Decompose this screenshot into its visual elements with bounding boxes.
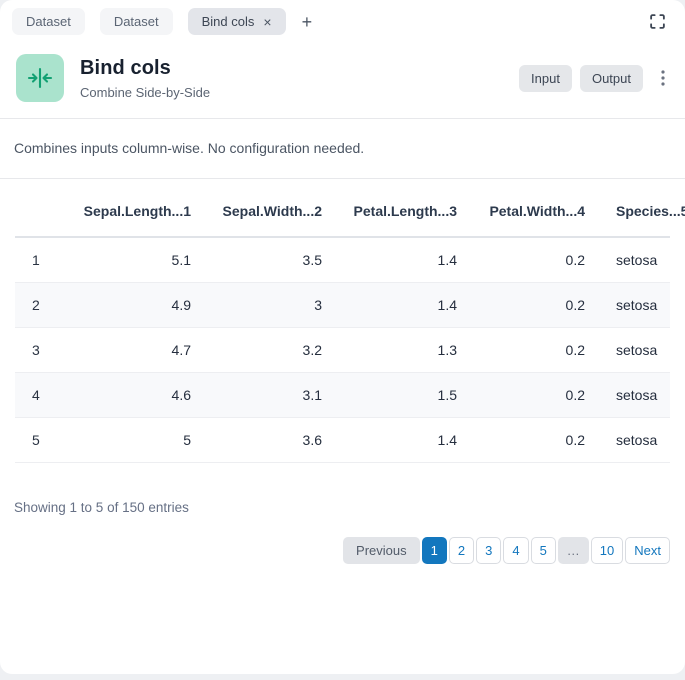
pagination-ellipsis: …: [557, 536, 589, 564]
row-index-cell: 2: [15, 282, 55, 328]
tab-label: Dataset: [113, 14, 159, 29]
close-tab-icon[interactable]: ×: [263, 13, 272, 30]
table-cell: 1.5: [322, 372, 457, 418]
page-subtitle: Combine Side-by-Side: [80, 84, 211, 100]
table-cell: 0.2: [457, 417, 585, 463]
page-button-5[interactable]: 5: [530, 536, 556, 564]
row-index-cell: 3: [15, 327, 55, 373]
table-row: 5 5 3.6 1.4 0.2 setosa: [15, 417, 670, 463]
page-button-4[interactable]: 4: [503, 536, 529, 564]
divider: [0, 178, 685, 179]
table-cell: 1.4: [322, 282, 457, 328]
kebab-menu-icon[interactable]: [657, 68, 669, 88]
table-cell: 3.1: [191, 372, 322, 418]
table-row: 3 4.7 3.2 1.3 0.2 setosa: [15, 327, 670, 373]
table-cell: 4.7: [55, 327, 191, 373]
table-cell: 0.2: [457, 327, 585, 373]
table-cell: 0.2: [457, 282, 585, 328]
page-button-10[interactable]: 10: [590, 536, 624, 564]
page-button-1[interactable]: 1: [421, 536, 447, 564]
column-header-species: Species...5: [585, 179, 685, 238]
table-cell: 0.2: [457, 372, 585, 418]
add-tab-button[interactable]: +: [301, 11, 313, 32]
table-cell: 3.6: [191, 417, 322, 463]
column-header-sepal-length: Sepal.Length...1: [55, 179, 191, 238]
output-button[interactable]: Output: [579, 64, 643, 92]
table-cell: 4.6: [55, 372, 191, 418]
entries-summary: Showing 1 to 5 of 150 entries: [14, 499, 189, 515]
column-header-index: [15, 179, 55, 238]
row-index-cell: 4: [15, 372, 55, 418]
next-page-button[interactable]: Next: [625, 536, 670, 564]
table-cell: 1.4: [322, 417, 457, 463]
divider: [0, 118, 685, 119]
tab-bar: Dataset Dataset Bind cols × +: [0, 0, 685, 41]
column-header-sepal-width: Sepal.Width...2: [191, 179, 322, 238]
table-row: 2 4.9 3 1.4 0.2 setosa: [15, 282, 670, 328]
row-index-cell: 5: [15, 417, 55, 463]
previous-page-button[interactable]: Previous: [343, 536, 420, 564]
node-description: Combines inputs column-wise. No configur…: [14, 140, 365, 156]
table-cell: setosa: [585, 282, 670, 328]
table-cell: setosa: [585, 372, 670, 418]
data-table: Sepal.Length...1 Sepal.Width...2 Petal.L…: [15, 179, 685, 463]
bind-cols-icon: [16, 54, 64, 102]
title-block: Bind cols Combine Side-by-Side: [80, 57, 519, 100]
table-cell: 1.3: [322, 327, 457, 373]
table-cell: setosa: [585, 237, 670, 283]
page-button-2[interactable]: 2: [448, 536, 475, 564]
column-header-petal-width: Petal.Width...4: [457, 179, 585, 238]
table-cell: 4.9: [55, 282, 191, 328]
data-table-container: Sepal.Length...1 Sepal.Width...2 Petal.L…: [15, 179, 685, 463]
node-header: Bind cols Combine Side-by-Side Input Out…: [0, 41, 685, 118]
table-header-row: Sepal.Length...1 Sepal.Width...2 Petal.L…: [15, 179, 685, 238]
table-row: 4 4.6 3.1 1.5 0.2 setosa: [15, 372, 670, 418]
tab-dataset-2[interactable]: Dataset: [99, 8, 173, 35]
table-cell: 5: [55, 417, 191, 463]
page-button-3[interactable]: 3: [476, 536, 502, 564]
pagination: Previous 1 2 3 4 5 … 10 Next: [0, 536, 670, 564]
header-actions: Input Output: [519, 64, 669, 92]
tab-label: Dataset: [26, 14, 71, 29]
table-cell: 3: [191, 282, 322, 328]
page-title: Bind cols: [80, 56, 171, 79]
row-index-cell: 1: [15, 237, 55, 283]
tab-label: Bind cols: [201, 14, 255, 29]
tab-bind-cols[interactable]: Bind cols ×: [187, 8, 286, 35]
fullscreen-icon[interactable]: [646, 10, 669, 33]
table-cell: setosa: [585, 327, 670, 373]
table-cell: 1.4: [322, 237, 457, 283]
column-header-petal-length: Petal.Length...3: [322, 179, 457, 238]
table-row: 1 5.1 3.5 1.4 0.2 setosa: [15, 237, 670, 283]
input-button[interactable]: Input: [519, 64, 572, 92]
table-cell: 5.1: [55, 237, 191, 283]
table-cell: 3.5: [191, 237, 322, 283]
table-cell: 0.2: [457, 237, 585, 283]
tab-dataset-1[interactable]: Dataset: [12, 8, 85, 35]
table-cell: 3.2: [191, 327, 322, 373]
table-cell: setosa: [585, 417, 670, 463]
